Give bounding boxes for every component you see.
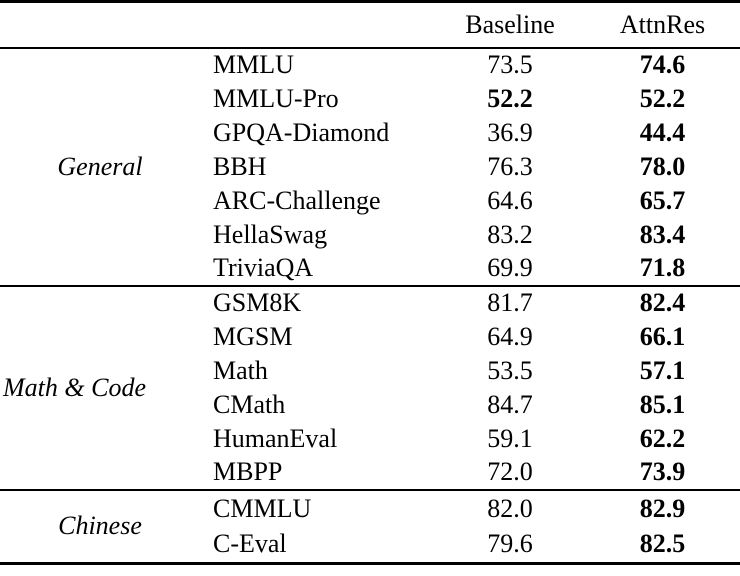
column-header-baseline: Baseline [465,9,555,39]
baseline-value: 64.6 [487,185,533,215]
baseline-value: 84.7 [487,389,533,419]
attnres-value: 62.2 [639,423,686,453]
table-row: C-Eval 79.6 82.5 [0,527,740,564]
baseline-value: 59.1 [487,423,533,453]
benchmark-name: ARC-Challenge [213,185,381,215]
benchmark-name: MGSM [213,321,293,351]
benchmark-name: MMLU-Pro [213,83,339,113]
table-row: MGSM 64.9 66.1 [0,320,740,354]
table-row: TriviaQA 69.9 71.8 [0,252,740,286]
table-row: HumanEval 59.1 62.2 [0,422,740,456]
baseline-value: 83.2 [487,219,533,249]
benchmark-name: CMath [213,389,286,419]
attnres-value: 52.2 [639,83,686,113]
section-chinese: Chinese CMMLU 82.0 82.9 C-Eval 79.6 82.5 [0,490,740,564]
benchmark-name: GPQA-Diamond [213,117,390,147]
baseline-value: 76.3 [487,151,533,181]
table-row: ARC-Challenge 64.6 65.7 [0,184,740,218]
header-group-spacer [0,2,200,48]
table-row: MBPP 72.0 73.9 [0,456,740,490]
attnres-value: 57.1 [639,355,686,385]
benchmark-name: MBPP [213,457,283,486]
group-label: Chinese [58,511,142,541]
baseline-value: 52.2 [487,83,533,113]
benchmark-name: MMLU [213,50,294,79]
table-row: MMLU-Pro 52.2 52.2 [0,82,740,116]
attnres-value: 65.7 [639,185,686,215]
table-row: GPQA-Diamond 36.9 44.4 [0,116,740,150]
section-math-and-code: Math & Code GSM8K 81.7 82.4 MGSM 64.9 66.1 Math… [0,286,740,490]
baseline-value: 53.5 [487,355,533,385]
table-header: Baseline AttnRes [0,2,740,48]
benchmark-name: HumanEval [213,423,338,453]
benchmark-name: C-Eval [213,529,287,559]
attnres-value: 85.1 [639,389,686,419]
table-row: Math 53.5 57.1 [0,354,740,388]
attnres-value: 71.8 [639,253,686,282]
baseline-value: 82.0 [487,493,533,523]
attnres-value: 82.5 [639,529,686,559]
column-header-attnres: AttnRes [619,9,706,39]
table-row: HellaSwag 83.2 83.4 [0,218,740,252]
baseline-value: 81.7 [487,288,533,317]
table-row: CMath 84.7 85.1 [0,388,740,422]
header-benchmark-spacer [200,2,435,48]
attnres-value: 44.4 [639,117,686,147]
attnres-value: 83.4 [639,219,686,249]
attnres-value: 74.6 [639,50,686,79]
benchmark-name: HellaSwag [213,219,328,249]
table-row: Chinese CMMLU 82.0 82.9 [0,490,740,539]
benchmark-name: CMMLU [213,493,312,523]
baseline-value: 72.0 [487,457,533,486]
baseline-value: 64.9 [487,321,533,351]
baseline-value: 36.9 [487,117,533,147]
benchmark-name: GSM8K [213,288,302,317]
attnres-value: 78.0 [639,151,686,181]
benchmark-name: BBH [213,151,267,181]
benchmark-name: Math [213,355,268,385]
header-row: Baseline AttnRes [0,2,740,48]
attnres-value: 82.4 [639,288,686,317]
baseline-value: 69.9 [487,253,533,282]
baseline-value: 73.5 [487,50,533,79]
group-label: Math & Code [3,372,146,402]
table-row: BBH 76.3 78.0 [0,150,740,184]
attnres-value: 73.9 [639,457,686,486]
table-row: Math & Code GSM8K 81.7 82.4 [0,286,740,401]
section-general: General MMLU 73.5 74.6 MMLU-Pro 52.2 52.2 GPQA-… [0,48,740,286]
group-label: General [57,151,143,181]
table-row: General MMLU 73.5 74.6 [0,48,740,180]
attnres-value: 66.1 [639,321,686,351]
benchmark-name: TriviaQA [213,253,314,282]
attnres-value: 82.9 [639,493,686,523]
baseline-value: 79.6 [487,529,533,559]
